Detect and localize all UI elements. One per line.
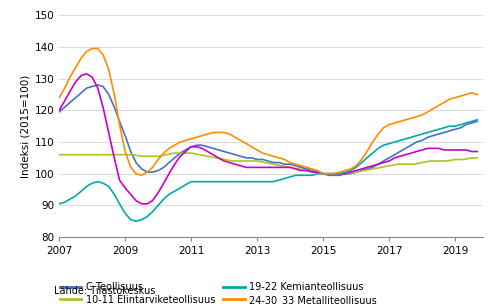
Legend: C Teollisuus, 10-11 Elintarviketeollisuus, 16-17 Metsäteollisuus, 19-22 Kemiante: C Teollisuus, 10-11 Elintarviketeollisuu… [60, 282, 377, 304]
Text: Lähde: Tilastokeskus: Lähde: Tilastokeskus [54, 286, 156, 296]
Y-axis label: Indeksi (2015=100): Indeksi (2015=100) [20, 74, 31, 178]
